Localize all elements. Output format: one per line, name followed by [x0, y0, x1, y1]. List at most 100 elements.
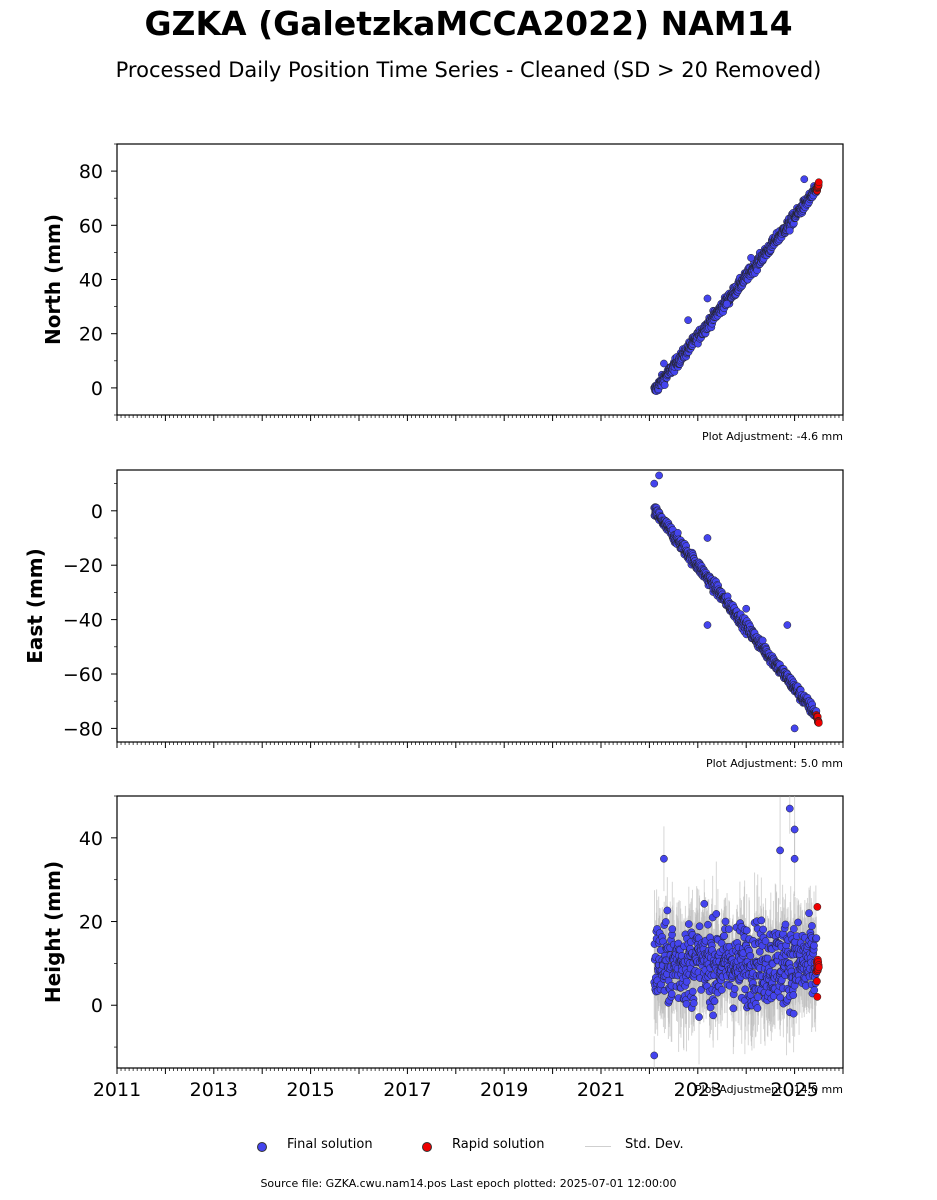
east-plot-area	[650, 471, 823, 733]
legend-final-label: Final solution	[287, 1137, 373, 1152]
final-point	[759, 925, 768, 934]
final-point	[668, 925, 677, 933]
final-point	[763, 954, 772, 963]
final-point	[717, 986, 726, 994]
final-point	[776, 993, 785, 1002]
height-plot-area	[650, 796, 823, 1068]
x-tick-label: 2013	[190, 1079, 238, 1101]
final-point	[710, 997, 719, 1006]
final-point	[663, 906, 672, 915]
final-point	[776, 846, 784, 855]
legend-stddev-label: Std. Dev.	[625, 1137, 684, 1152]
y-tick-label: 80	[79, 161, 103, 183]
final-point	[703, 294, 712, 303]
legend: Final solution Rapid solution Std. Dev.	[0, 1137, 937, 1157]
final-point	[747, 253, 755, 262]
y-tick-label: 0	[91, 995, 103, 1017]
legend-rapid-marker	[422, 1142, 432, 1152]
x-tick-label: 2017	[383, 1079, 431, 1101]
legend-stddev: Std. Dev.	[585, 1137, 684, 1152]
rapid-point	[814, 963, 823, 972]
final-point	[660, 359, 668, 368]
final-point	[720, 932, 729, 940]
rapid-point	[813, 993, 822, 1001]
final-point	[722, 300, 731, 308]
east-ylabel: East (mm)	[23, 548, 47, 664]
final-point	[790, 854, 799, 863]
final-point	[742, 926, 751, 935]
final-point	[790, 825, 799, 834]
final-point	[790, 925, 798, 933]
final-point	[703, 621, 712, 629]
final-point	[660, 381, 669, 389]
legend-final: Final solution	[257, 1137, 373, 1152]
final-point	[695, 1013, 703, 1021]
final-point	[667, 990, 676, 998]
final-point	[761, 937, 770, 945]
x-tick-label: 2021	[577, 1079, 625, 1101]
north-adjustment: Plot Adjustment: -4.6 mm	[702, 430, 843, 443]
final-point	[810, 986, 819, 995]
x-tick-label: 2011	[93, 1079, 141, 1101]
final-point	[684, 920, 693, 928]
final-point	[742, 604, 751, 613]
north-frame	[116, 143, 844, 416]
final-point	[757, 916, 766, 925]
y-tick-label: 20	[79, 324, 103, 346]
final-point	[789, 1009, 798, 1018]
rapid-point	[813, 903, 822, 911]
final-point	[650, 1051, 659, 1060]
legend-stddev-line	[585, 1146, 611, 1147]
final-point	[703, 534, 712, 542]
final-point	[660, 854, 668, 863]
source-text: Source file: GZKA.cwu.nam14.pos Last epo…	[260, 1177, 677, 1190]
final-point	[805, 909, 813, 917]
y-tick-label: 0	[91, 501, 103, 523]
final-point	[754, 993, 762, 1002]
y-tick-label: −40	[63, 610, 103, 632]
y-tick-label: −60	[63, 664, 103, 686]
legend-rapid: Rapid solution	[422, 1137, 544, 1152]
final-point	[729, 1004, 738, 1013]
final-point	[753, 1004, 762, 1012]
rapid-point	[814, 178, 823, 187]
final-point	[706, 1003, 715, 1012]
final-point	[794, 918, 802, 927]
final-point	[758, 636, 767, 645]
height-adjustment: Plot Adjustment: -14.0 mm	[695, 1083, 843, 1096]
final-point	[689, 999, 698, 1008]
x-tick-label: 2025	[770, 1079, 818, 1101]
final-point	[712, 910, 721, 918]
legend-final-marker	[257, 1142, 267, 1152]
north-panel: 0 20 40 60 80 North (mm) Plot Adjustment: -4.6…	[41, 143, 844, 443]
final-point	[808, 922, 816, 930]
final-point	[684, 316, 692, 324]
east-panel: −80 −60 −40 −20 0 East (mm) Plot Adjustment: 5…	[23, 469, 844, 770]
final-point	[661, 918, 670, 926]
chart-subtitle: Processed Daily Position Time Series - C…	[115, 58, 822, 82]
final-point	[746, 951, 755, 960]
y-tick-label: 20	[79, 912, 103, 934]
final-point	[704, 920, 712, 929]
final-point	[697, 986, 705, 994]
final-point	[682, 977, 691, 986]
y-tick-label: 60	[79, 215, 103, 237]
final-point	[800, 175, 809, 184]
north-ylabel: North (mm)	[41, 214, 65, 345]
final-point	[655, 471, 663, 480]
final-point	[688, 987, 697, 996]
y-tick-label: 40	[79, 270, 103, 292]
x-tick-label: 2023	[674, 1079, 722, 1101]
north-plot-area	[650, 175, 823, 396]
rapid-point	[813, 977, 821, 986]
legend-rapid-label: Rapid solution	[452, 1137, 545, 1152]
final-point	[709, 1011, 718, 1020]
final-point	[785, 804, 794, 813]
final-point	[725, 925, 733, 933]
final-point	[650, 479, 659, 488]
final-point	[721, 917, 730, 926]
y-tick-label: 40	[79, 828, 103, 850]
final-point	[673, 529, 682, 537]
final-point	[810, 941, 818, 950]
